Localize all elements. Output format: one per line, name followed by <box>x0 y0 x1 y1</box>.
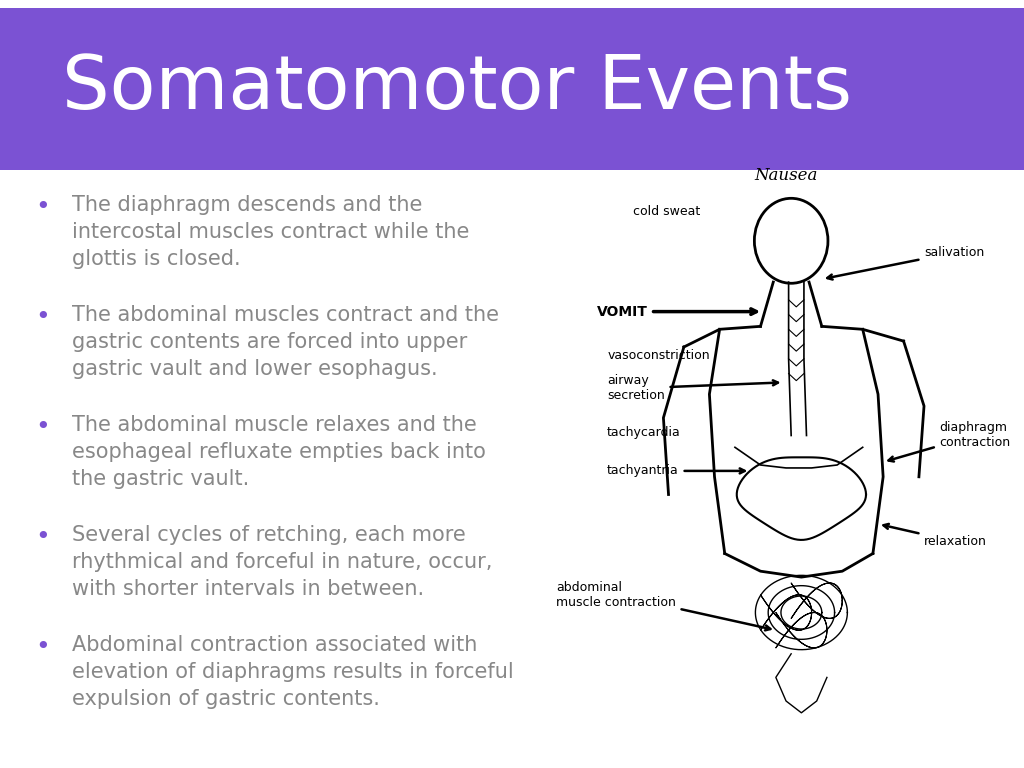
Text: Nausea: Nausea <box>755 167 818 184</box>
Text: cold sweat: cold sweat <box>633 205 700 218</box>
Text: vasoconstriction: vasoconstriction <box>607 349 710 362</box>
Text: •: • <box>35 415 50 439</box>
Text: airway
secretion: airway secretion <box>607 374 778 402</box>
Text: diaphragm
contraction: diaphragm contraction <box>889 422 1011 462</box>
Text: The abdominal muscles contract and the
gastric contents are forced into upper
ga: The abdominal muscles contract and the g… <box>72 305 499 379</box>
Text: •: • <box>35 525 50 549</box>
Text: salivation: salivation <box>827 246 984 280</box>
Bar <box>0 8 1024 170</box>
Text: abdominal
muscle contraction: abdominal muscle contraction <box>556 581 770 631</box>
Text: Abdominal contraction associated with
elevation of diaphragms results in forcefu: Abdominal contraction associated with el… <box>72 635 514 710</box>
Text: Several cycles of retching, each more
rhythmical and forceful in nature, occur,
: Several cycles of retching, each more rh… <box>72 525 493 599</box>
Text: tachycardia: tachycardia <box>607 426 681 439</box>
Text: •: • <box>35 635 50 659</box>
Text: The diaphragm descends and the
intercostal muscles contract while the
glottis is: The diaphragm descends and the intercost… <box>72 195 469 270</box>
Text: tachyantria: tachyantria <box>607 465 744 478</box>
Text: VOMIT: VOMIT <box>597 305 757 319</box>
Text: •: • <box>35 195 50 219</box>
Text: The abdominal muscle relaxes and the
esophageal refluxate empties back into
the : The abdominal muscle relaxes and the eso… <box>72 415 485 489</box>
Text: Somatomotor Events: Somatomotor Events <box>62 52 852 125</box>
Text: •: • <box>35 305 50 329</box>
Text: relaxation: relaxation <box>884 524 987 548</box>
